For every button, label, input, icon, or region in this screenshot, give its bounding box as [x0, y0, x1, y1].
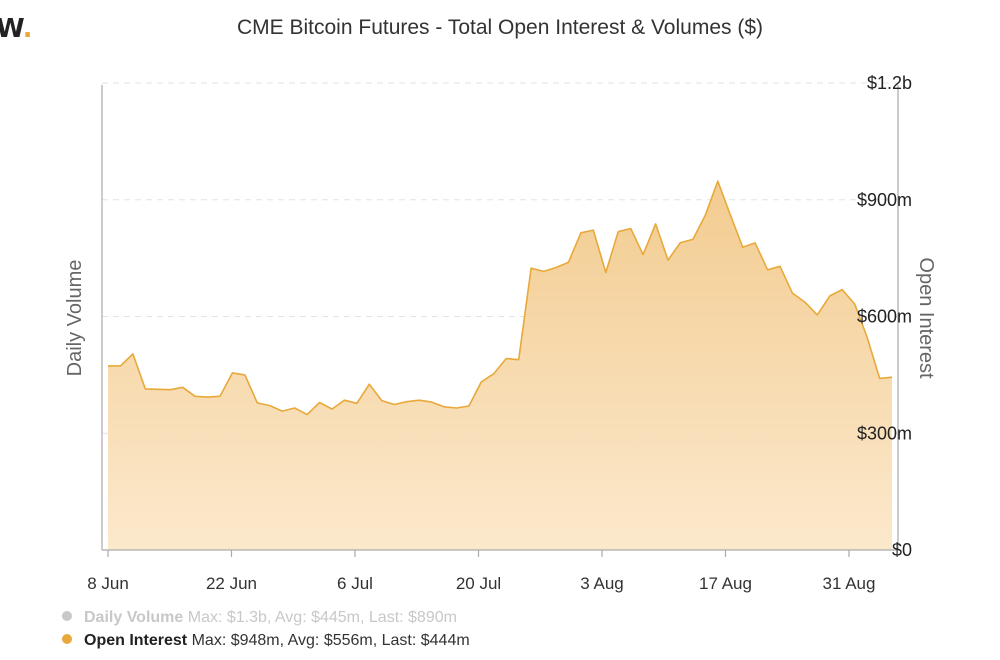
y-tick-label: $600m — [857, 307, 912, 327]
x-tick-label: 22 Jun — [206, 574, 257, 593]
y-tick-label: $0 — [892, 540, 912, 560]
legend-bullet-icon — [62, 633, 72, 644]
x-tick-label: 20 Jul — [456, 574, 501, 593]
x-tick-label: 3 Aug — [580, 574, 624, 593]
y-tick-label: $300m — [857, 423, 912, 443]
y-tick-label: $1.2b — [867, 73, 912, 93]
y-tick-label: $900m — [857, 190, 912, 210]
series-area-open-interest — [108, 181, 892, 550]
y-axis-left-title: Daily Volume — [64, 260, 86, 377]
x-tick-label: 17 Aug — [699, 574, 752, 593]
legend-bullet-icon — [62, 610, 72, 621]
x-tick-label: 6 Jul — [337, 574, 373, 593]
series-line-open-interest — [108, 180, 893, 416]
x-tick-label: 8 Jun — [87, 574, 129, 593]
legend-item-daily-volume[interactable]: Daily Volume Max: $1.3b, Avg: $445m, Las… — [62, 609, 457, 627]
brand-logo: W. — [0, 14, 33, 44]
y-axis-right-title: Open Interest — [915, 257, 937, 379]
chart-area: 8 Jun 22 Jun 6 Jul 20 Jul 3 Aug 17 Aug 31 Aug $… — [64, 73, 937, 593]
chart-title: CME Bitcoin Futures - Total Open Interes… — [237, 16, 763, 39]
legend-item-open-interest[interactable]: Open Interest Max: $948m, Avg: $556m, La… — [62, 632, 470, 650]
x-tick-label: 31 Aug — [823, 574, 876, 593]
